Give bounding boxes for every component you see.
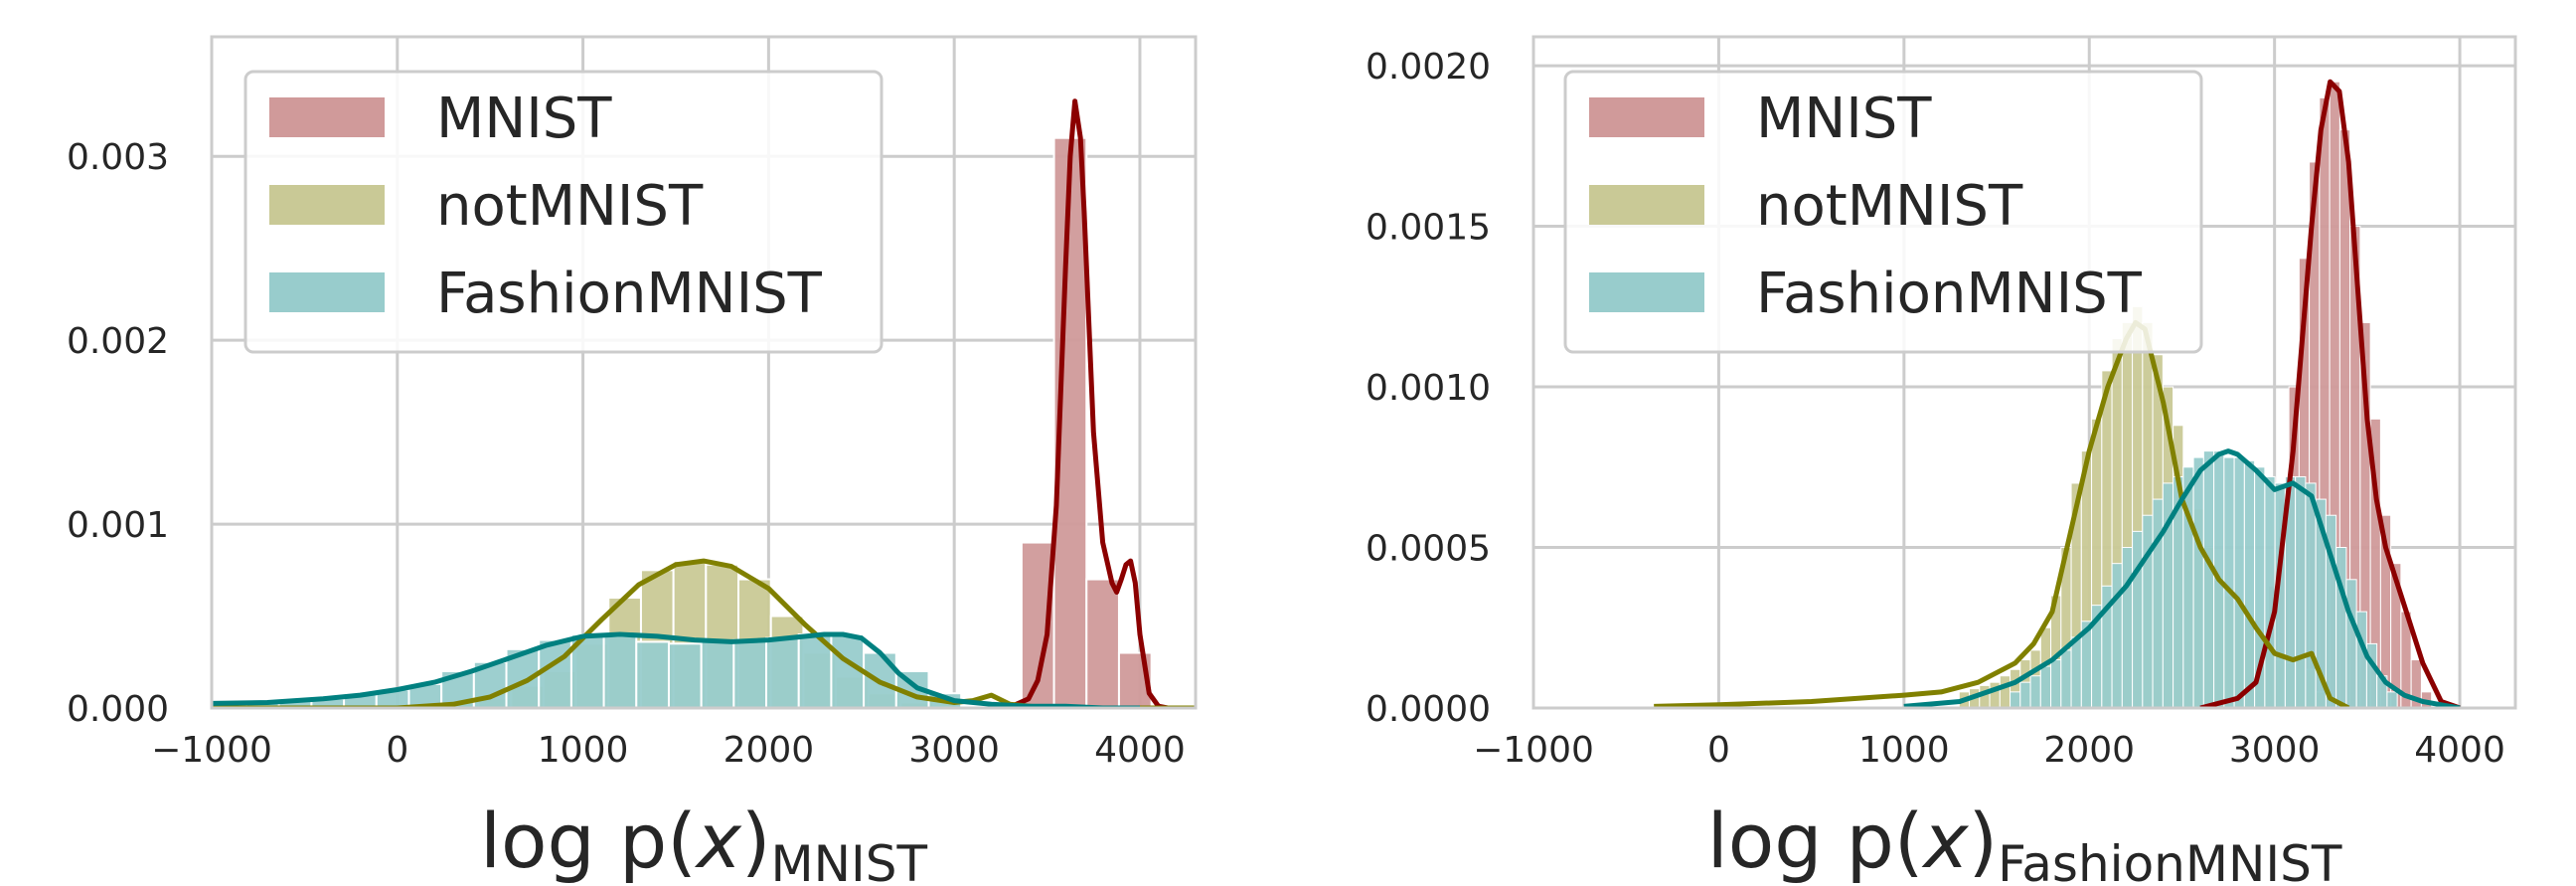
x-tick-label: −1000: [151, 730, 272, 771]
legend-label-mnist: MNIST: [436, 87, 612, 151]
y-tick-label: 0.000: [67, 689, 169, 730]
y-tick-label: 0.002: [67, 321, 169, 362]
y-tick-label: 0.0015: [1366, 208, 1491, 249]
hist-bar-fashionmnist: [2305, 482, 2317, 708]
hist-bar-fashionmnist: [2264, 475, 2276, 708]
y-tick-label: 0.001: [67, 505, 169, 546]
hist-bar-fashionmnist: [602, 634, 638, 708]
kde-line-fashionmnist: [1903, 448, 2461, 708]
legend-label-fashionmnist: FashionMNIST: [436, 262, 823, 326]
x-axis-label: log p(x)MNIST: [480, 797, 928, 886]
y-tick-label: 0.0020: [1366, 47, 1491, 88]
hist-bar-fashionmnist: [538, 638, 572, 708]
legend: MNIST notMNIST FashionMNIST: [243, 70, 884, 354]
legend-swatch-mnist: [269, 97, 385, 137]
y-tick-label: 0.0010: [1366, 368, 1491, 409]
hist-bar-fashionmnist: [2019, 681, 2031, 708]
hist-bar-fashionmnist: [635, 640, 670, 708]
x-tick-label: 2000: [724, 730, 815, 771]
legend-swatch-fashionmnist: [1589, 272, 1704, 312]
hist-bar-fashionmnist: [2070, 636, 2082, 708]
hist-bar-fashionmnist: [667, 642, 703, 708]
hist-bar-fashionmnist: [2345, 579, 2357, 708]
hist-bar-fashionmnist: [2111, 563, 2123, 708]
legend-swatch-mnist: [1589, 97, 1704, 137]
x-tick-label: 0: [1707, 730, 1730, 771]
x-tick-label: 3000: [908, 730, 1000, 771]
hist-bar-fashionmnist: [2355, 611, 2367, 708]
hist-bar-fashionmnist: [2223, 456, 2235, 708]
legend-swatch-fashionmnist: [269, 272, 385, 312]
legend-label-notmnist: notMNIST: [436, 174, 704, 239]
x-tick-label: 1000: [538, 730, 629, 771]
x-tick-label: 0: [386, 730, 408, 771]
kde-line-fashionmnist: [212, 631, 1140, 708]
kde-line-mnist: [2199, 79, 2461, 708]
hist-bar-fashionmnist: [2243, 459, 2256, 708]
hist-bar-fashionmnist: [2060, 649, 2072, 708]
legend-label-fashionmnist: FashionMNIST: [1756, 262, 2143, 326]
hist-bar-mnist: [2410, 659, 2422, 708]
x-tick-label: 3000: [2229, 730, 2321, 771]
hist-bar-fashionmnist: [2010, 691, 2021, 708]
chart-mnist: −1000 0 1000 2000 3000 4000 0.000 0.001 0.002 0.0…: [67, 35, 1198, 886]
legend-swatch-notmnist: [269, 185, 385, 225]
y-tick-label: 0.0000: [1366, 689, 1491, 730]
x-tick-label: 2000: [2043, 730, 2135, 771]
x-tick-label: −1000: [1473, 730, 1594, 771]
hist-bar-fashionmnist: [2039, 665, 2052, 708]
hist-bar-fashionmnist: [2386, 691, 2398, 708]
hist-bar-notmnist: [1999, 675, 2012, 708]
legend-swatch-notmnist: [1589, 185, 1704, 225]
legend-label-mnist: MNIST: [1756, 87, 1932, 151]
hist-bar-fashionmnist: [2202, 450, 2215, 708]
hist-bar-fashionmnist: [2295, 475, 2307, 708]
hist-bar-fashionmnist: [700, 640, 735, 708]
plot-marks: [1654, 79, 2461, 708]
hist-bar-fashionmnist: [732, 638, 768, 708]
hist-bar-fashionmnist: [2029, 675, 2041, 708]
x-tick-label: 4000: [2414, 730, 2505, 771]
y-tick-label: 0.0005: [1366, 529, 1491, 570]
hist-bar-fashionmnist: [2121, 547, 2134, 708]
hist-bar-fashionmnist: [765, 636, 800, 708]
hist-bar-fashionmnist: [2142, 514, 2154, 708]
axes-frame: [1531, 35, 2517, 710]
legend-box: [243, 70, 884, 354]
chart-fashionmnist: −1000 0 1000 2000 3000 4000 0.0000 0.0005 0.0010…: [1366, 35, 2517, 886]
hist-bar-fashionmnist: [2050, 659, 2062, 708]
axes-frame: [210, 35, 1198, 710]
x-axis-label: log p(x)FashionMNIST: [1707, 797, 2342, 886]
legend-label-notmnist: notMNIST: [1756, 174, 2023, 239]
legend-box: [1563, 70, 2203, 354]
kde-line-mnist: [991, 98, 1169, 708]
hist-bar-mnist: [1085, 578, 1120, 708]
hist-bar-fashionmnist: [2233, 456, 2245, 708]
hist-bar-fashionmnist: [2132, 530, 2144, 708]
legend: MNIST notMNIST FashionMNIST: [1563, 70, 2203, 354]
plot-marks: [212, 98, 1196, 708]
x-tick-label: 4000: [1094, 730, 1186, 771]
hist-bar-fashionmnist: [2192, 456, 2204, 708]
x-tick-label: 1000: [1858, 730, 1950, 771]
kde-line-notmnist: [212, 558, 1196, 708]
y-tick-label: 0.003: [67, 137, 169, 178]
